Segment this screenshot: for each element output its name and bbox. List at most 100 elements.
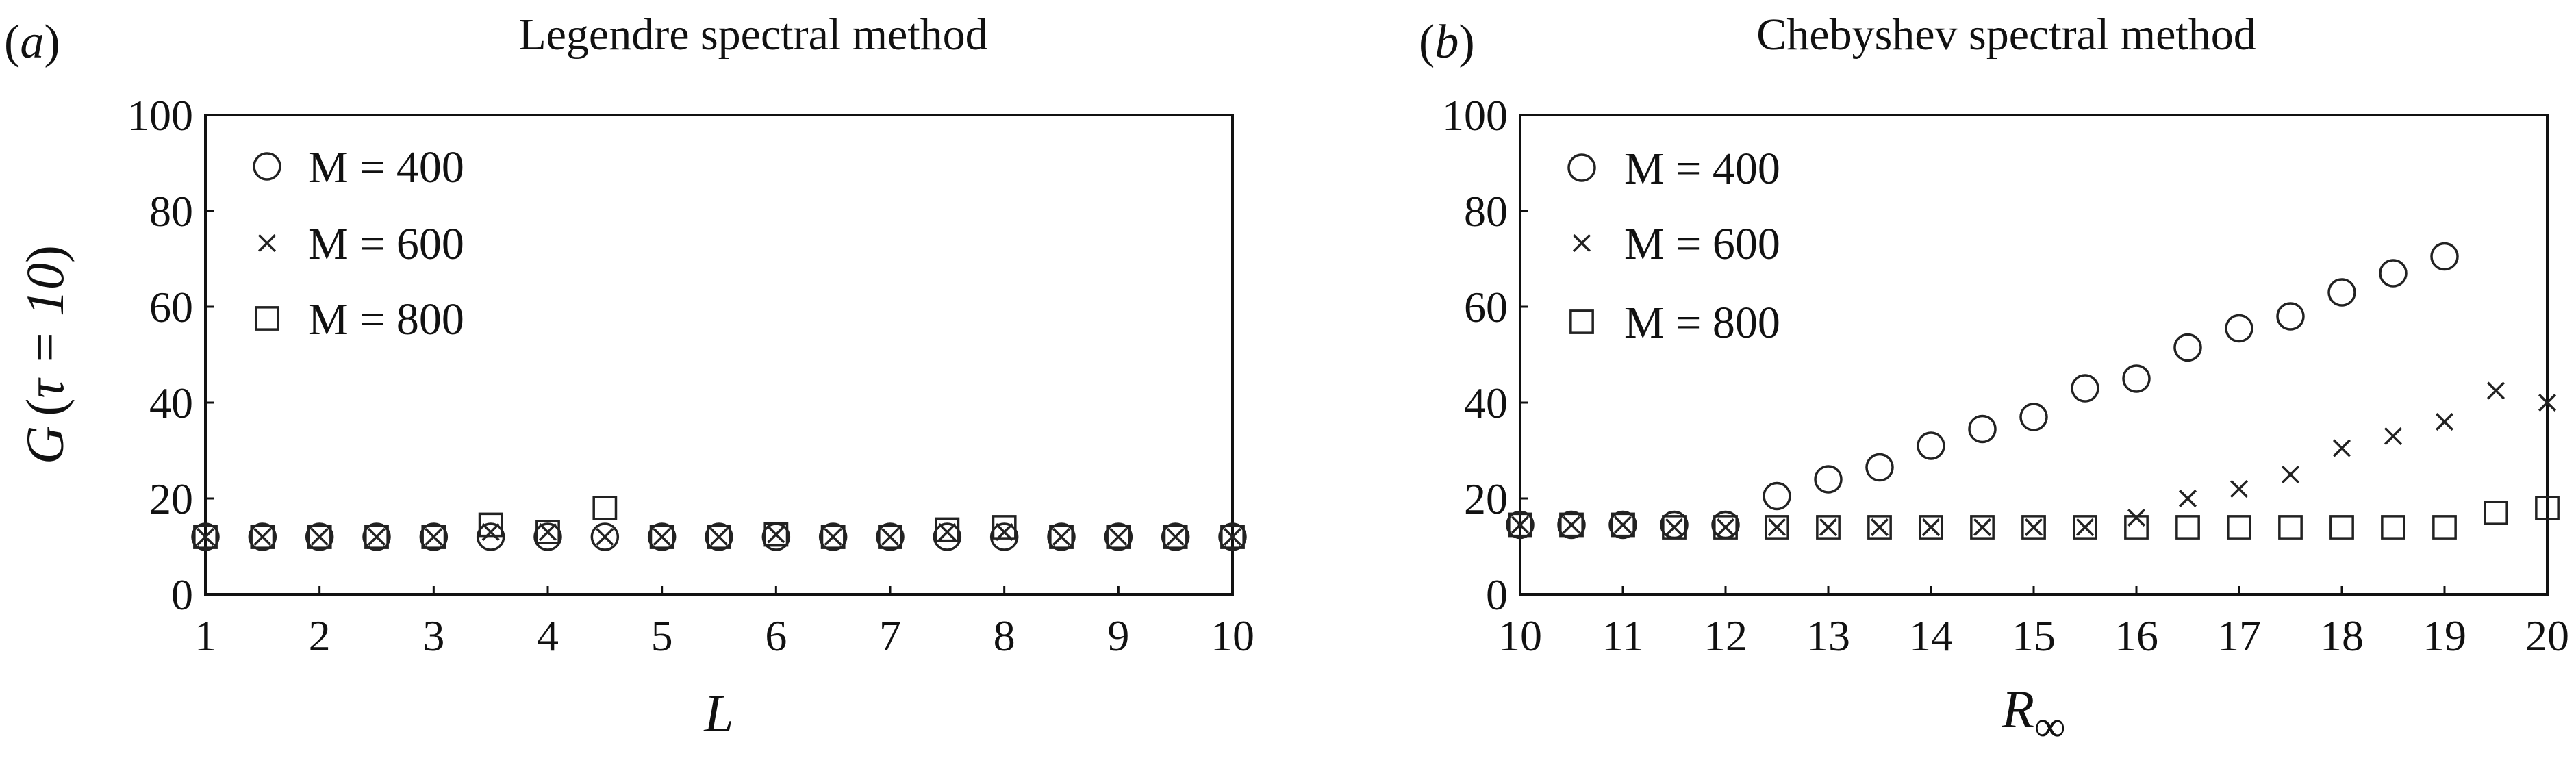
data-point-circle	[1161, 522, 1190, 551]
data-point-square	[935, 517, 960, 542]
data-point-circle	[818, 522, 848, 551]
y-tick-label: 60	[149, 283, 193, 331]
panel-b-label: (b)	[1419, 16, 1475, 68]
data-point-square	[1220, 525, 1245, 549]
data-point-x	[2384, 427, 2403, 446]
data-point-square	[592, 496, 618, 520]
x-tick-label: 1	[194, 611, 216, 660]
data-point-x	[310, 527, 329, 546]
data-point-x	[1973, 518, 1992, 537]
legend-square-marker	[1569, 309, 1594, 334]
data-point-circle	[2276, 302, 2305, 331]
panel-b-x-axis-label: R∞	[2001, 679, 2065, 750]
data-point-circle	[1763, 481, 1791, 511]
data-point-circle	[2122, 364, 2151, 393]
data-point-circle	[590, 522, 620, 551]
panel-b-title: Chebyshev spectral method	[1756, 10, 2256, 60]
data-point-square	[1867, 515, 1892, 540]
panel-b-legend-entry-1: M = 400	[1567, 144, 1780, 194]
panel-b-legend-entry-2: M = 600	[1572, 219, 1780, 269]
y-tick-label: 40	[1464, 379, 1508, 427]
x-tick-label: 2	[309, 611, 331, 660]
data-point-x	[196, 527, 215, 546]
data-point-circle	[2173, 333, 2202, 362]
data-point-x	[1223, 527, 1242, 546]
legend-label-m800: M = 800	[308, 294, 464, 344]
panel-a-y-axis-label: G(τ = 10)	[15, 245, 75, 464]
data-point-square	[2021, 515, 2046, 540]
data-point-square	[1106, 525, 1131, 549]
y-tick-label: 0	[1486, 570, 1508, 619]
y-tick-label: 80	[149, 187, 193, 236]
y-tick-label: 20	[149, 475, 193, 523]
data-point-circle	[362, 522, 391, 551]
panel-a-legend: M = 400 M = 600 M = 800	[253, 142, 464, 344]
data-point-circle	[1104, 522, 1133, 551]
legend-label-m600: M = 600	[308, 219, 464, 269]
data-point-square	[763, 522, 789, 547]
data-point-x	[2435, 412, 2454, 431]
data-point-x	[1819, 518, 1838, 537]
panel-b-x-ticks: 10 11 12 13 14 15 16 17 18 19 20	[1498, 586, 2569, 660]
data-point-square	[1970, 515, 1995, 540]
data-point-square	[820, 525, 846, 549]
data-point-square	[193, 525, 218, 549]
data-point-circle	[2071, 374, 2099, 403]
data-point-square	[2278, 515, 2303, 540]
data-point-circle	[248, 522, 277, 551]
data-point-x	[425, 527, 443, 546]
x-tick-label: 18	[2320, 611, 2364, 660]
data-point-x	[2281, 465, 2300, 484]
data-point-square	[1816, 515, 1841, 540]
x-tick-label: 10	[1498, 611, 1542, 660]
data-point-square	[478, 512, 503, 538]
data-point-circle	[1968, 414, 1997, 444]
data-point-square	[992, 515, 1017, 540]
data-point-square	[2175, 515, 2200, 540]
panel-a-title: Legendre spectral method	[518, 10, 987, 60]
legend-x-marker	[257, 233, 277, 253]
data-point-x	[881, 527, 900, 546]
data-point-circle	[1865, 453, 1894, 482]
data-point-circle	[1608, 510, 1637, 540]
x-tick-label: 5	[651, 611, 673, 660]
data-point-square	[1049, 525, 1074, 549]
panel-b: (b) Chebyshev spectral method 0 20 40 60 80 1…	[1419, 10, 2569, 750]
data-point-square	[364, 525, 389, 549]
y-tick-label: 40	[149, 379, 193, 427]
data-point-circle	[2430, 242, 2459, 271]
x-tick-label: 4	[537, 611, 559, 660]
legend-label-m400: M = 400	[308, 142, 464, 192]
data-point-circle	[1218, 522, 1247, 551]
data-point-circle	[533, 522, 562, 551]
data-point-square	[1713, 515, 1738, 540]
data-point-circle	[1557, 510, 1586, 540]
data-point-square	[2381, 515, 2405, 540]
panel-a-plot-area	[204, 114, 1234, 596]
panel-b-legend: M = 400 M = 600 M = 800	[1567, 144, 1780, 348]
data-point-square	[1508, 512, 1532, 538]
data-point-x	[1052, 527, 1071, 546]
data-point-circle	[1506, 510, 1535, 540]
panel-a: (a) Legendre spectral method 0 20 40 60 80 10…	[4, 10, 1254, 743]
data-point-circle	[2327, 278, 2356, 307]
data-point-x	[1870, 518, 1889, 537]
data-point-x	[1109, 527, 1128, 546]
data-point-circle	[1917, 431, 1945, 460]
legend-x-marker	[1572, 233, 1591, 253]
data-point-square	[1163, 525, 1188, 549]
data-point-x	[709, 527, 729, 546]
data-point-x	[253, 527, 272, 546]
data-point-circle	[1814, 465, 1843, 494]
legend-circle-marker	[253, 152, 281, 181]
data-point-x	[1613, 516, 1632, 534]
data-point-square	[2535, 496, 2560, 520]
panel-a-legend-entry-1: M = 400	[253, 142, 464, 192]
data-point-square	[2073, 515, 2097, 540]
data-point-square	[1765, 515, 1789, 540]
data-point-circle	[2379, 259, 2408, 288]
data-point-circle	[705, 522, 733, 551]
x-tick-label: 9	[1107, 611, 1129, 660]
y-tick-label: 100	[127, 91, 193, 140]
y-tick-label: 60	[1464, 283, 1508, 331]
